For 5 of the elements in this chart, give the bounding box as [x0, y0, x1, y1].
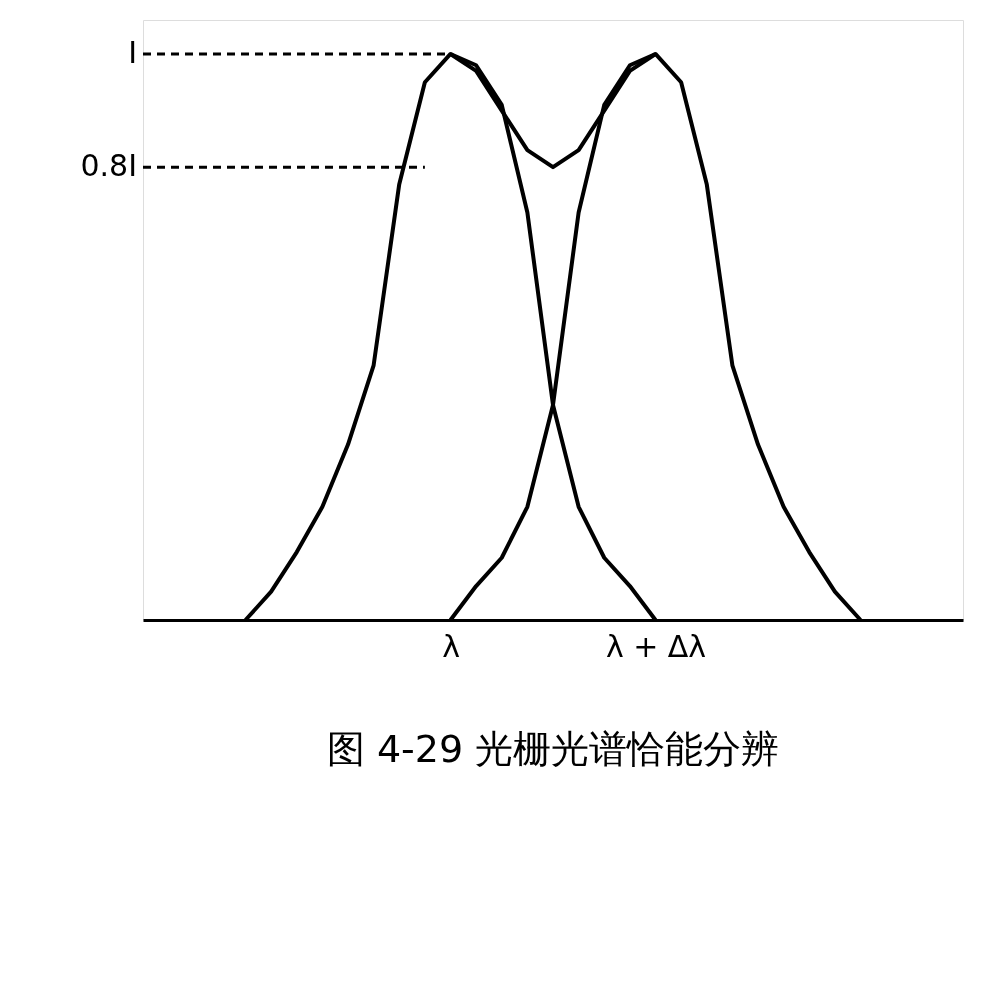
- x-tick-label: λ + Δλ: [605, 628, 707, 664]
- x-tick-label: λ: [442, 628, 460, 664]
- ref-line-label: I: [128, 34, 137, 70]
- text: 图 4-29 光栅光谱恰能分辨: [326, 727, 780, 771]
- ref-line-label: 0.8I: [80, 148, 137, 184]
